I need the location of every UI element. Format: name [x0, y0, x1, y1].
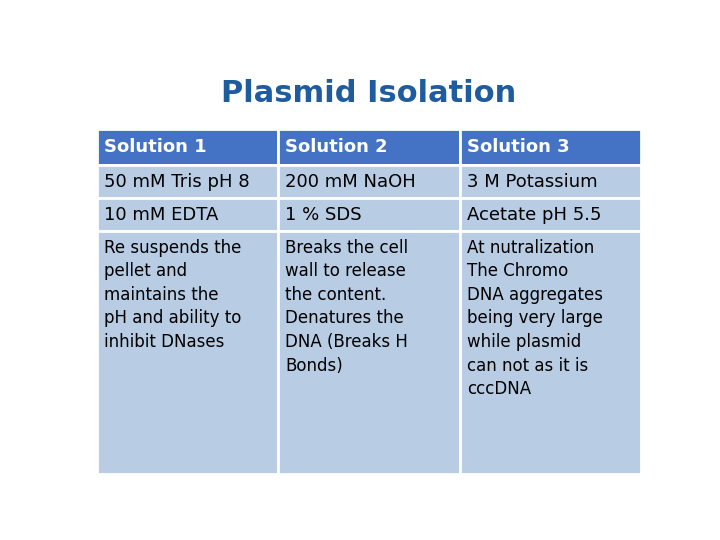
- FancyBboxPatch shape: [278, 231, 460, 474]
- Text: Breaks the cell
wall to release
the content.
Denatures the
DNA (Breaks H
Bonds): Breaks the cell wall to release the cont…: [286, 239, 409, 375]
- Text: Plasmid Isolation: Plasmid Isolation: [221, 79, 517, 109]
- FancyBboxPatch shape: [460, 129, 642, 165]
- Text: Solution 3: Solution 3: [467, 138, 570, 157]
- FancyBboxPatch shape: [460, 165, 642, 198]
- FancyBboxPatch shape: [278, 198, 460, 231]
- FancyBboxPatch shape: [278, 129, 460, 165]
- FancyBboxPatch shape: [96, 165, 278, 198]
- Text: Solution 2: Solution 2: [286, 138, 388, 157]
- FancyBboxPatch shape: [96, 231, 278, 474]
- FancyBboxPatch shape: [278, 165, 460, 198]
- Text: 10 mM EDTA: 10 mM EDTA: [104, 206, 218, 224]
- FancyBboxPatch shape: [460, 231, 642, 474]
- Text: 3 M Potassium: 3 M Potassium: [467, 173, 598, 191]
- FancyBboxPatch shape: [460, 198, 642, 231]
- Text: 1 % SDS: 1 % SDS: [286, 206, 362, 224]
- Text: At nutralization
The Chromo
DNA aggregates
being very large
while plasmid
can no: At nutralization The Chromo DNA aggregat…: [467, 239, 603, 398]
- Text: Re suspends the
pellet and
maintains the
pH and ability to
inhibit DNases: Re suspends the pellet and maintains the…: [104, 239, 241, 351]
- Text: 200 mM NaOH: 200 mM NaOH: [286, 173, 416, 191]
- FancyBboxPatch shape: [96, 198, 278, 231]
- Text: 50 mM Tris pH 8: 50 mM Tris pH 8: [104, 173, 250, 191]
- FancyBboxPatch shape: [96, 129, 278, 165]
- Text: Solution 1: Solution 1: [104, 138, 207, 157]
- Text: Acetate pH 5.5: Acetate pH 5.5: [467, 206, 601, 224]
